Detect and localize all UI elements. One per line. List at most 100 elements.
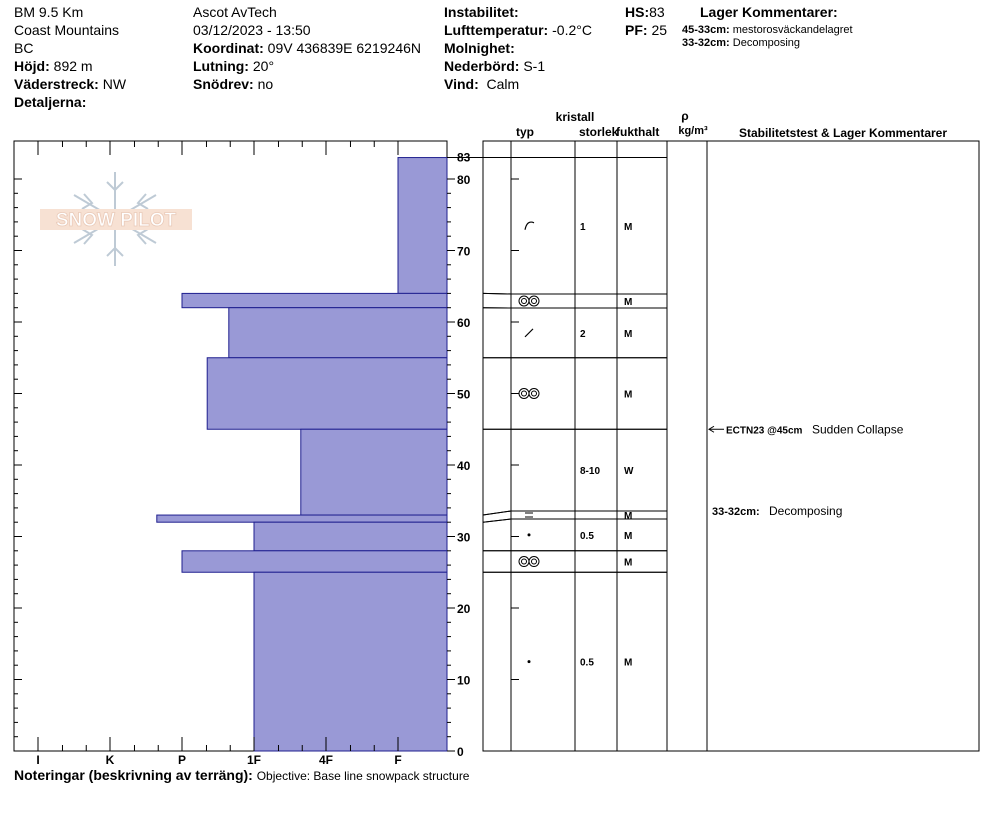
precip-value: S-1 [523, 58, 546, 74]
datetime: 03/12/2023 - 13:50 [193, 22, 311, 38]
air-temp-row: Lufttemperatur: -0.2°C [444, 22, 592, 38]
moisture-value: M [624, 531, 632, 542]
hardness-bar [397, 157, 448, 294]
mountain-range: Coast Mountains [14, 22, 120, 38]
grain-size-value: 8-10 [580, 466, 600, 477]
x-tick-label: 1F [247, 753, 261, 767]
logo-text: SNOW PILOT [56, 210, 177, 231]
y-tick-label: 50 [457, 388, 471, 402]
grain-circle [528, 388, 540, 399]
x-tick-label: I [36, 753, 39, 767]
location-name: BM 9.5 Km [14, 4, 84, 20]
moisture-value: M [624, 222, 632, 233]
notes-row: Noteringar (beskrivning av terräng): Obj… [14, 767, 469, 784]
boundary-connector [482, 518, 512, 523]
grain-crust-icon [525, 512, 533, 518]
layer-comment-2-text: Decomposing [732, 37, 801, 49]
elevation-label: Höjd: [14, 58, 50, 74]
moisture-value: M [624, 390, 632, 401]
moisture-value: M [624, 329, 632, 340]
col-size-header: storlek [579, 125, 619, 139]
slope-row: Lutning: 20° [193, 58, 274, 74]
moisture-value: W [624, 466, 634, 477]
grain-circle [528, 556, 540, 568]
hardness-bar [181, 550, 448, 573]
col-type-header: typ [516, 125, 534, 139]
precip-label: Nederbörd: [444, 58, 520, 74]
x-tick-label: F [394, 753, 401, 767]
grain-circle [521, 298, 527, 304]
hardness-bar [206, 357, 448, 430]
grain-stroke [524, 221, 535, 230]
grain-circle [531, 558, 537, 565]
precip-row: Nederbörd: S-1 [444, 58, 545, 74]
details-label: Detaljerna: [14, 94, 87, 110]
grain-circle [531, 298, 537, 304]
coordinate-row: Koordinat: 09V 436839E 6219246N [193, 40, 421, 56]
layer-comment-text: Decomposing [769, 504, 842, 518]
grain-round-icon [527, 533, 531, 537]
elevation-row: Höjd: 892 m [14, 58, 93, 74]
notes-label: Noteringar (beskrivning av terräng): [14, 767, 253, 783]
x-tick-label: 4F [319, 753, 333, 767]
y-tick-label: 70 [457, 245, 471, 259]
sky-label: Molnighet: [444, 40, 515, 56]
hardness-bar [253, 521, 448, 552]
grain-melt-icon [518, 556, 540, 568]
moisture-value: M [624, 511, 632, 522]
slope-label: Lutning: [193, 58, 249, 74]
grain-round-icon [527, 660, 531, 664]
x-tick-label: P [178, 753, 186, 767]
hs-row: HS:83 [625, 4, 665, 20]
notes-text: Objective: Base line snowpack structure [256, 769, 470, 783]
grain-precip-icon [524, 221, 535, 230]
grain-decomp-icon [524, 328, 534, 338]
layer-comment-2: 33-32cm: Decomposing [682, 37, 800, 50]
layer-table-frame [482, 140, 980, 752]
drift-value: no [257, 76, 274, 92]
grain-circle [518, 556, 530, 568]
y-tick-label: 20 [457, 602, 471, 616]
aspect-row: Väderstreck: NW [14, 76, 126, 92]
grain-size-value: 0.5 [580, 658, 594, 669]
y-tick-label: 10 [457, 674, 471, 688]
aspect-label: Väderstreck: [14, 76, 99, 92]
grain-melt-icon [518, 388, 540, 399]
grain-circle [521, 558, 527, 565]
col-stability-header: Stabilitetstest & Lager Kommentarer [739, 126, 947, 140]
moisture-value: M [624, 558, 632, 569]
hardness-bar [181, 292, 448, 309]
hs-value: 83 [649, 4, 665, 20]
stability-test-result: Sudden Collapse [812, 422, 904, 436]
wind-row: Vind: Calm [444, 76, 519, 92]
col-density-header: kg/m³ [678, 125, 708, 137]
coordinate-label: Koordinat: [193, 40, 264, 56]
grain-circle [518, 388, 530, 399]
boundary-connector [482, 510, 512, 516]
col-crystal-header: kristall [556, 110, 595, 124]
hardness-bar [228, 307, 448, 359]
drift-row: Snödrev: no [193, 76, 273, 92]
grain-circle [518, 295, 530, 307]
instability-label: Instabilitet: [444, 4, 519, 20]
moisture-value: M [624, 658, 632, 669]
x-tick-label: K [106, 753, 115, 767]
layer-comments-title: Lager Kommentarer: [700, 4, 838, 20]
layer-comment-1-text: mestorosväckandelagret [732, 24, 853, 36]
layer-comment-1: 45-33cm: mestorosväckandelagret [682, 24, 853, 37]
hardness-bar [253, 571, 448, 752]
grain-melt-icon [518, 295, 540, 307]
pf-row: PF: 25 [625, 22, 667, 38]
logo-band [40, 209, 192, 230]
moisture-value: M [624, 297, 632, 308]
hardness-bar [300, 428, 448, 516]
y-tick-label: 0 [457, 745, 464, 759]
region: BC [14, 40, 34, 56]
stability-arrow-head [708, 425, 715, 433]
air-temp-label: Lufttemperatur: [444, 22, 549, 38]
y-tick-label: 30 [457, 531, 471, 545]
col-rho-header: ρ [681, 109, 688, 123]
coordinate-value: 09V 436839E 6219246N [267, 40, 422, 56]
grain-circle [528, 295, 540, 307]
y-tick-label: 40 [457, 459, 471, 473]
